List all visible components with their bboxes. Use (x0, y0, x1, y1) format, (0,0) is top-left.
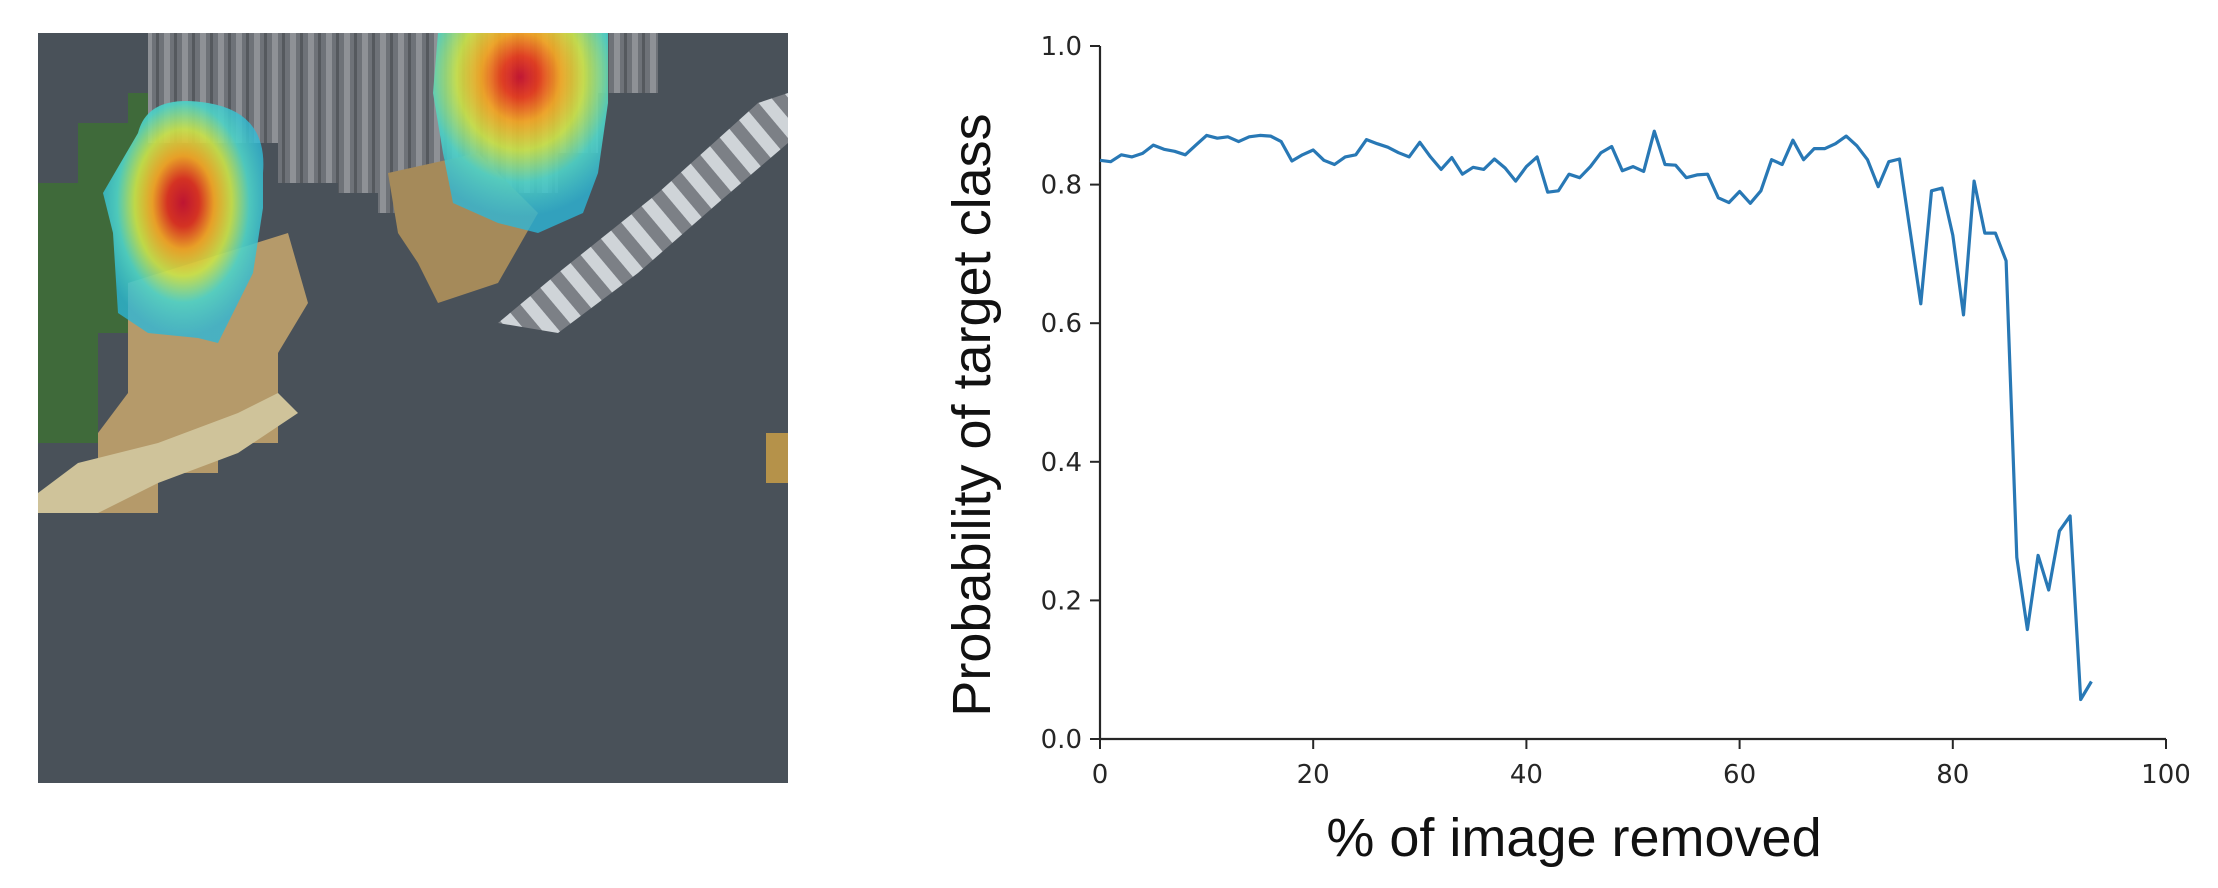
x-axis-title: % of image removed (1326, 808, 1821, 868)
x-tick-label: 40 (1510, 760, 1543, 790)
y-tick-label: 0.4 (1041, 448, 1082, 478)
y-axis-title: Probability of target class (942, 113, 1002, 716)
y-tick-label: 1.0 (1041, 32, 1082, 62)
series-group (1100, 131, 2092, 699)
x-tick-label: 100 (2141, 760, 2191, 790)
x-tick-label: 60 (1723, 760, 1756, 790)
y-tick-label: 0.2 (1041, 586, 1082, 616)
x-tick-label: 80 (1936, 760, 1969, 790)
x-tick-label: 0 (1092, 760, 1109, 790)
y-tick-label: 0.0 (1041, 725, 1082, 755)
y-ticks: 0.0 0.2 0.4 0.6 0.8 1.0 (1041, 32, 1100, 755)
x-tick-label: 20 (1297, 760, 1330, 790)
y-tick-label: 0.8 (1041, 171, 1082, 201)
chart-axes (1100, 46, 2166, 739)
y-tick-label: 0.6 (1041, 309, 1082, 339)
x-ticks: 0 20 40 60 80 100 (1092, 739, 2191, 790)
series-line-0 (1100, 131, 2091, 699)
